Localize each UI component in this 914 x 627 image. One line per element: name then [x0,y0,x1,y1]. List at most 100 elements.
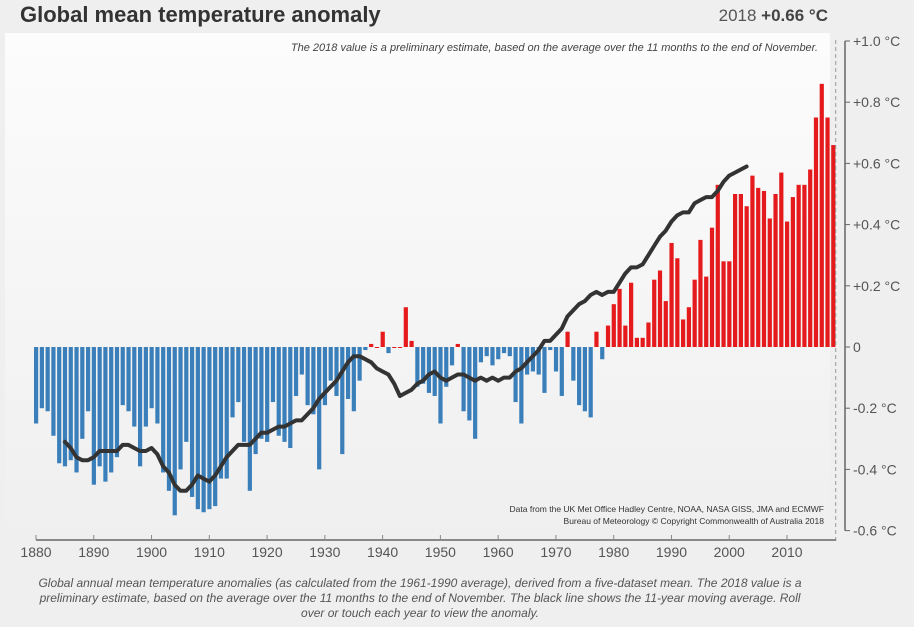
bar-1971[interactable] [559,347,564,396]
bar-1925[interactable] [293,347,299,396]
bar-1973[interactable] [571,347,576,381]
bar-1989[interactable] [663,301,668,347]
bar-1931[interactable] [328,347,333,381]
bar-1948[interactable] [426,347,432,393]
bar-1986[interactable] [646,322,651,347]
bar-1972[interactable] [565,331,570,347]
bar-1963[interactable] [513,347,518,403]
bar-1978[interactable] [600,347,605,360]
bar-2001[interactable] [733,194,738,347]
bar-2017[interactable] [825,117,830,348]
bar-1992[interactable] [681,319,686,347]
bar-1991[interactable] [675,258,680,347]
bar-1927[interactable] [305,347,310,406]
bar-1897[interactable] [132,347,137,427]
bar-1937[interactable] [363,347,368,351]
bar-1913[interactable] [224,347,229,479]
bar-1964[interactable] [519,347,524,424]
bar-1961[interactable] [501,347,507,354]
bar-1979[interactable] [605,325,611,347]
bar-1932[interactable] [334,347,339,396]
bar-1904[interactable] [172,347,177,516]
bar-1995[interactable] [698,239,703,347]
bar-1968[interactable] [542,347,547,393]
bar-1909[interactable] [201,347,206,513]
bar-1922[interactable] [276,347,281,436]
bar-1886[interactable] [68,347,73,461]
bar-1882[interactable] [45,347,50,412]
bar-1934[interactable] [345,347,351,400]
bar-1966[interactable] [530,347,536,372]
bar-2007[interactable] [767,218,772,347]
bar-1983[interactable] [629,282,634,347]
bar-1984[interactable] [634,337,639,347]
bar-1903[interactable] [166,347,172,491]
bar-1941[interactable] [386,347,391,354]
bar-1960[interactable] [496,347,501,360]
bar-1928[interactable] [311,347,316,415]
bar-1939[interactable] [374,347,380,348]
bar-1910[interactable] [207,347,212,510]
bar-1944[interactable] [403,307,408,347]
bar-2009[interactable] [779,172,784,347]
bar-1998[interactable] [715,184,720,347]
bar-1950[interactable] [438,347,443,424]
bar-1902[interactable] [161,347,166,473]
bar-1946[interactable] [415,347,420,387]
bar-2000[interactable] [727,261,732,347]
bar-2008[interactable] [773,194,778,347]
bar-1967[interactable] [536,347,541,375]
bar-1921[interactable] [270,347,276,403]
bar-1923[interactable] [282,347,287,442]
bar-1896[interactable] [126,347,131,412]
bar-1952[interactable] [449,347,455,366]
bar-2011[interactable] [790,197,795,347]
bar-1893[interactable] [109,347,114,473]
bar-1947[interactable] [421,347,426,384]
bar-1969[interactable] [548,347,553,351]
bar-2018[interactable] [831,145,836,347]
bar-1993[interactable] [686,307,691,347]
bar-1954[interactable] [461,347,466,412]
bar-1890[interactable] [91,347,96,485]
bar-2003[interactable] [744,206,749,347]
bar-1884[interactable] [57,347,62,464]
bar-1888[interactable] [80,347,85,439]
bar-1933[interactable] [340,347,345,455]
bar-2005[interactable] [756,187,761,347]
bar-1959[interactable] [490,347,495,366]
bar-1920[interactable] [265,347,270,442]
bar-1926[interactable] [299,347,304,375]
bar-1919[interactable] [259,347,264,439]
bar-1907[interactable] [189,347,195,497]
bar-1980[interactable] [611,304,616,347]
bar-1891[interactable] [97,347,102,467]
bar-1976[interactable] [588,347,593,418]
bar-1912[interactable] [218,347,224,479]
bar-1883[interactable] [51,347,56,436]
bar-1901[interactable] [155,347,160,424]
bar-1957[interactable] [478,347,484,363]
bar-2015[interactable] [813,117,819,348]
bar-1905[interactable] [178,347,183,470]
bar-1895[interactable] [120,347,125,406]
bar-1906[interactable] [184,347,189,442]
bar-1999[interactable] [721,261,726,347]
bar-1911[interactable] [213,347,218,507]
bar-1929[interactable] [317,347,322,470]
bar-2010[interactable] [785,221,790,347]
bar-1880[interactable] [34,347,39,424]
bar-1930[interactable] [322,347,328,406]
bar-1956[interactable] [473,347,478,439]
bar-1981[interactable] [617,288,622,347]
bar-1985[interactable] [640,337,645,347]
bar-1915[interactable] [236,347,241,403]
bar-1951[interactable] [444,347,449,387]
bar-2012[interactable] [796,184,801,347]
bar-1943[interactable] [397,347,403,348]
bar-1977[interactable] [594,331,599,347]
bar-1997[interactable] [709,227,715,347]
bar-1916[interactable] [241,347,247,442]
bar-2014[interactable] [808,169,813,347]
bar-1892[interactable] [103,347,108,482]
